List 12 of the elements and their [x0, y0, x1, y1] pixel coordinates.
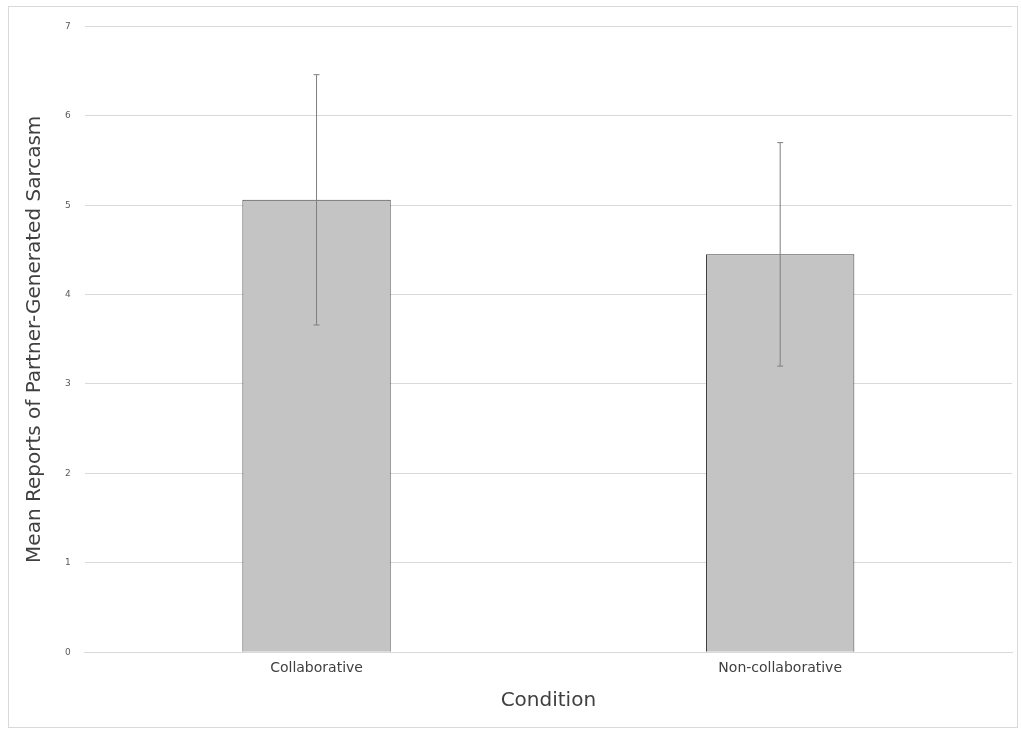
y-axis-title: Mean Reports of Partner-Generated Sarcasm — [21, 115, 46, 563]
y-tick-label: 2 — [64, 467, 71, 478]
y-tick-label: 6 — [64, 110, 71, 121]
y-tick-label: 7 — [64, 20, 71, 31]
y-tick-label: 5 — [64, 199, 71, 210]
y-tick-label: 3 — [64, 378, 71, 389]
y-tick-label: 1 — [64, 557, 71, 568]
y-tick-label: 4 — [64, 288, 71, 299]
y-tick-label: 0 — [64, 646, 71, 657]
x-tick-label: Non-collaborative — [718, 659, 843, 676]
x-tick-label: Collaborative — [270, 659, 363, 676]
x-axis-title: Condition — [500, 687, 597, 712]
